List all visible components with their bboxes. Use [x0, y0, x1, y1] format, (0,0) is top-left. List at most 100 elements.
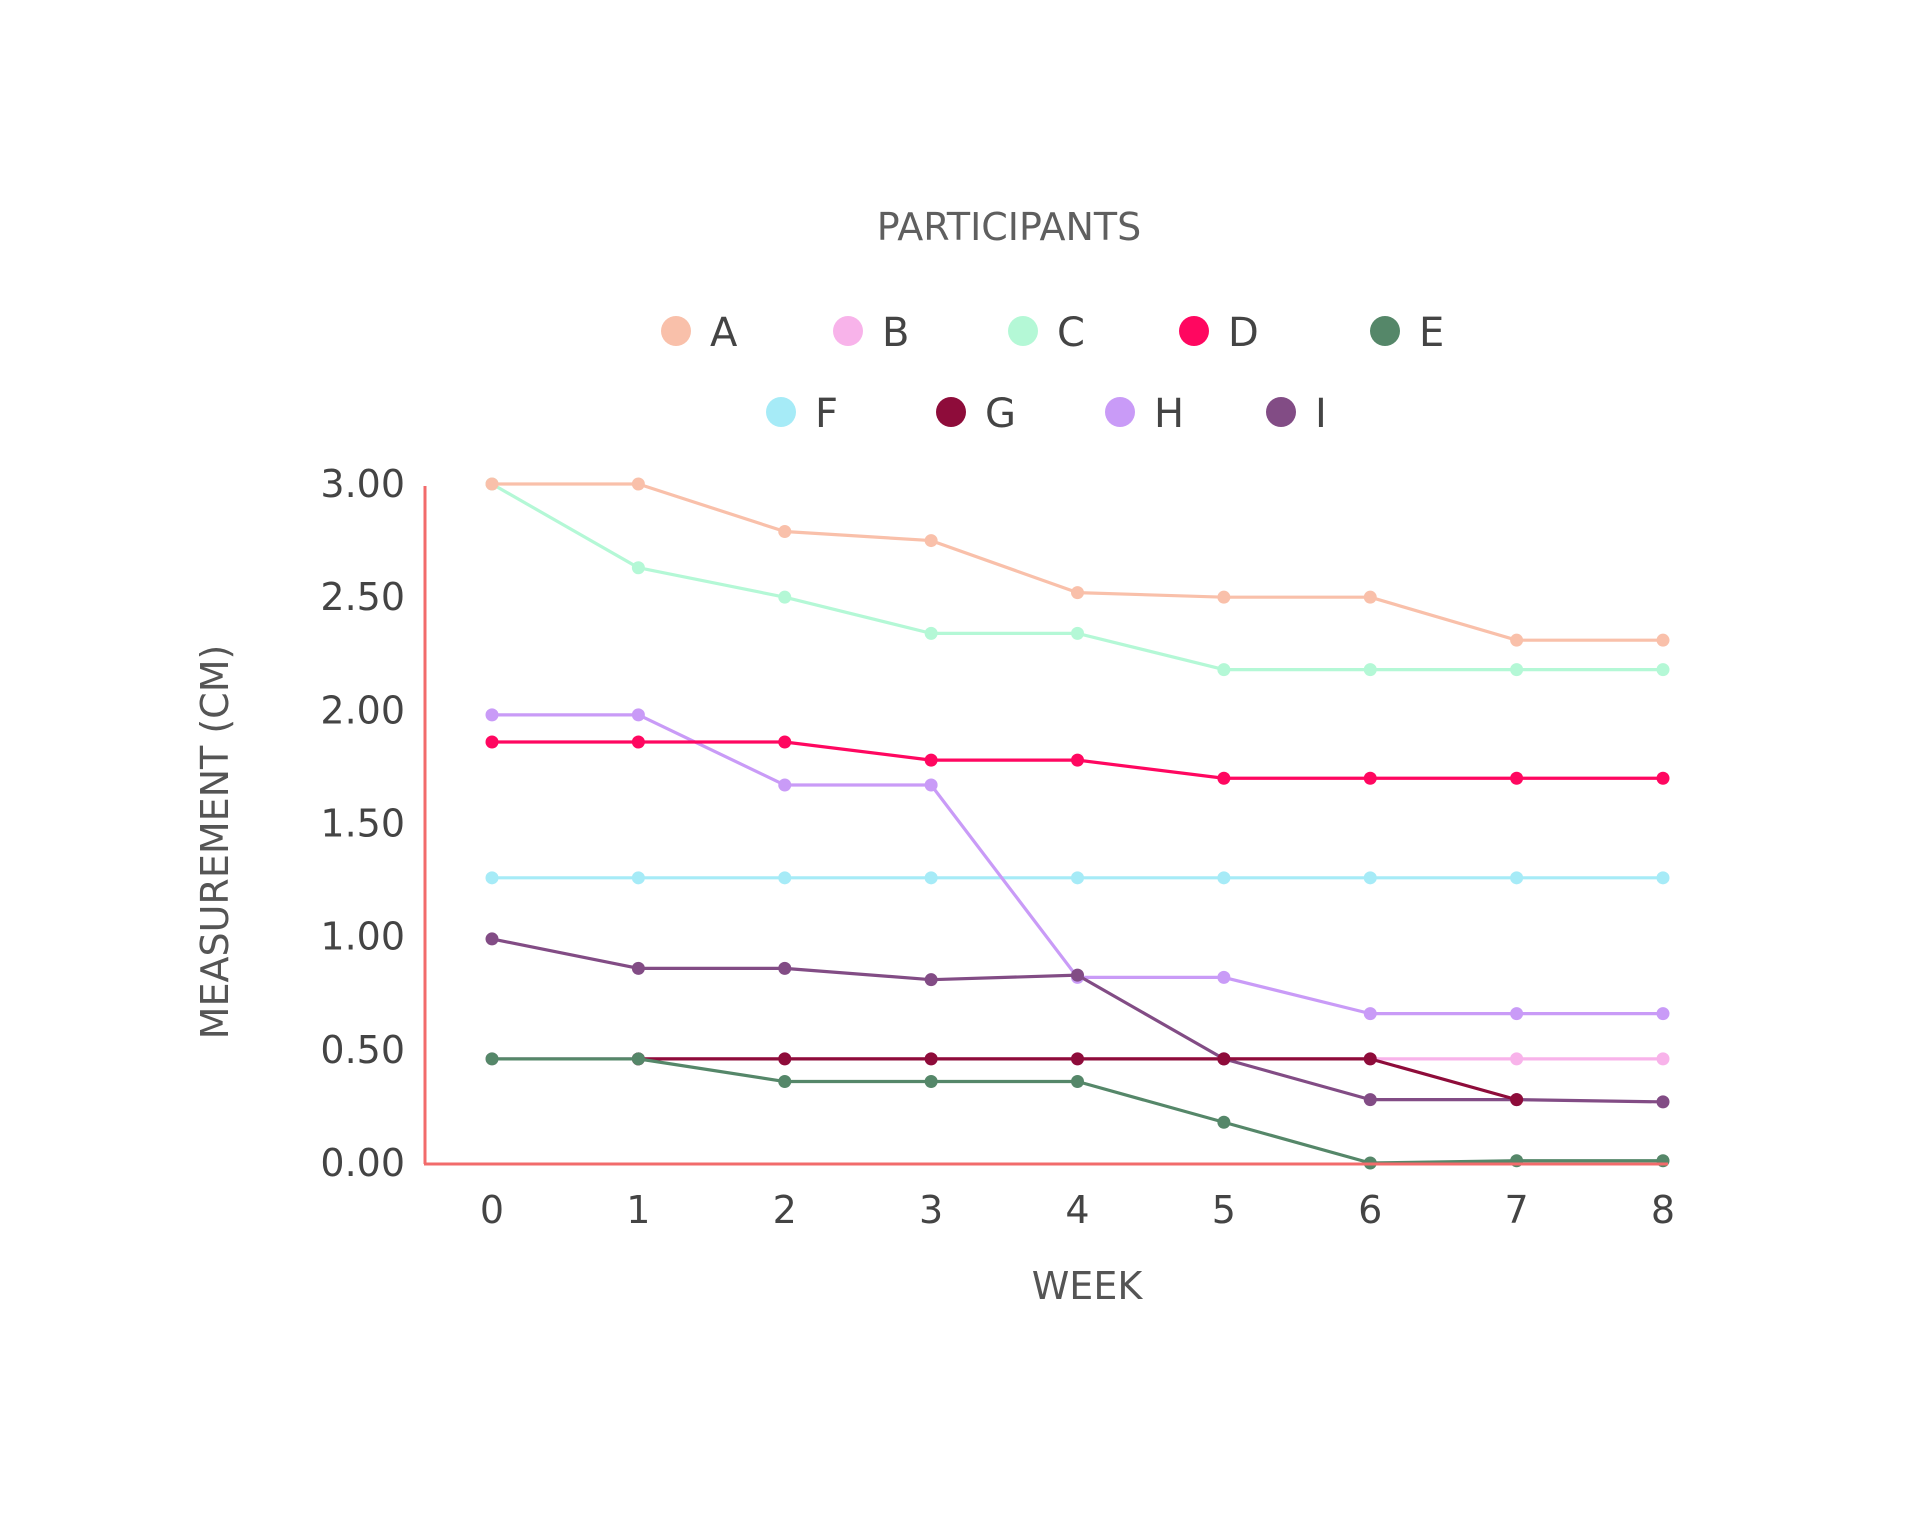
- data-point[interactable]: [485, 477, 499, 491]
- data-point[interactable]: [778, 778, 792, 792]
- series-e: [485, 1052, 1670, 1170]
- legend-item-h[interactable]: H: [1105, 391, 1184, 437]
- legend-label: A: [710, 310, 738, 356]
- legend-marker-icon: [1370, 316, 1400, 346]
- data-point[interactable]: [1071, 753, 1084, 767]
- data-point[interactable]: [924, 534, 938, 548]
- data-point[interactable]: [1363, 1052, 1377, 1066]
- data-point[interactable]: [1363, 663, 1377, 677]
- x-tick-label: 5: [1212, 1188, 1236, 1232]
- series-a: [485, 477, 1670, 647]
- legend-item-b[interactable]: B: [833, 310, 909, 356]
- data-point[interactable]: [1363, 771, 1377, 785]
- data-point[interactable]: [631, 1052, 645, 1066]
- x-tick-label: 1: [626, 1188, 650, 1232]
- data-point[interactable]: [1510, 1007, 1524, 1021]
- y-tick-label: 2.00: [320, 688, 405, 732]
- legend-label: B: [882, 310, 909, 356]
- data-point[interactable]: [1363, 1093, 1377, 1107]
- data-point[interactable]: [631, 735, 645, 749]
- data-point[interactable]: [1510, 1052, 1524, 1066]
- data-point[interactable]: [1656, 1007, 1670, 1021]
- data-point[interactable]: [924, 778, 938, 792]
- legend-label: F: [815, 391, 838, 437]
- y-tick-label: 1.00: [320, 915, 405, 959]
- data-point[interactable]: [631, 961, 645, 975]
- data-point[interactable]: [778, 1052, 792, 1066]
- data-point[interactable]: [1510, 871, 1524, 885]
- data-point[interactable]: [924, 1075, 938, 1089]
- data-point[interactable]: [1217, 1115, 1231, 1129]
- series-f: [485, 871, 1670, 885]
- data-point[interactable]: [1071, 1052, 1084, 1066]
- data-point[interactable]: [924, 626, 938, 640]
- data-point[interactable]: [1071, 626, 1084, 640]
- data-point[interactable]: [631, 561, 645, 575]
- series-i: [485, 932, 1670, 1109]
- legend-label: G: [985, 391, 1016, 437]
- data-point[interactable]: [631, 477, 645, 491]
- data-point[interactable]: [485, 871, 499, 885]
- data-point[interactable]: [924, 753, 938, 767]
- data-point[interactable]: [1217, 1052, 1231, 1066]
- data-point[interactable]: [778, 961, 792, 975]
- data-point[interactable]: [485, 932, 499, 946]
- data-point[interactable]: [1510, 633, 1524, 647]
- data-point[interactable]: [1217, 663, 1231, 677]
- data-point[interactable]: [1656, 771, 1670, 785]
- data-point[interactable]: [1363, 590, 1377, 604]
- data-point[interactable]: [485, 735, 499, 749]
- data-point[interactable]: [1363, 871, 1377, 885]
- legend-item-a[interactable]: A: [661, 310, 738, 356]
- data-point[interactable]: [778, 871, 792, 885]
- series-c: [485, 477, 1670, 677]
- data-point[interactable]: [1656, 663, 1670, 677]
- legend-label: H: [1154, 391, 1184, 437]
- x-tick-label: 4: [1065, 1188, 1089, 1232]
- data-point[interactable]: [1217, 970, 1231, 984]
- data-point[interactable]: [485, 708, 499, 722]
- x-axis-label: WEEK: [1032, 1264, 1144, 1308]
- data-point[interactable]: [1071, 586, 1084, 600]
- data-point[interactable]: [1217, 871, 1231, 885]
- series-line-c: [491, 482, 1663, 672]
- x-tick-label: 8: [1651, 1188, 1675, 1232]
- legend-item-d[interactable]: D: [1179, 310, 1259, 356]
- data-point[interactable]: [1217, 590, 1231, 604]
- data-point[interactable]: [1656, 871, 1670, 885]
- data-point[interactable]: [924, 973, 938, 987]
- data-point[interactable]: [1656, 1095, 1670, 1109]
- data-point[interactable]: [778, 735, 792, 749]
- legend-label: D: [1228, 310, 1259, 356]
- data-point[interactable]: [924, 871, 938, 885]
- data-point[interactable]: [778, 525, 792, 539]
- legend-marker-icon: [766, 397, 796, 427]
- legend-marker-icon: [1105, 397, 1135, 427]
- data-point[interactable]: [1071, 871, 1084, 885]
- data-point[interactable]: [631, 871, 645, 885]
- data-point[interactable]: [778, 1075, 792, 1089]
- data-point[interactable]: [1071, 1075, 1084, 1089]
- legend-item-f[interactable]: F: [766, 391, 838, 437]
- y-tick-label: 3.00: [320, 462, 405, 506]
- series-line-e: [492, 1057, 1663, 1165]
- legend-item-c[interactable]: C: [1008, 310, 1085, 356]
- series-layer: [485, 477, 1670, 1170]
- data-point[interactable]: [1510, 1093, 1524, 1107]
- data-point[interactable]: [1510, 771, 1524, 785]
- data-point[interactable]: [1363, 1007, 1377, 1021]
- x-tick-label: 6: [1358, 1188, 1382, 1232]
- data-point[interactable]: [485, 1052, 499, 1066]
- data-point[interactable]: [778, 590, 792, 604]
- data-point[interactable]: [1656, 1052, 1670, 1066]
- data-point[interactable]: [924, 1052, 938, 1066]
- legend-item-i[interactable]: I: [1266, 391, 1327, 437]
- data-point[interactable]: [1656, 633, 1670, 647]
- data-point[interactable]: [1510, 663, 1524, 677]
- legend-item-e[interactable]: E: [1370, 310, 1444, 356]
- data-point[interactable]: [631, 708, 645, 722]
- data-point[interactable]: [1217, 771, 1231, 785]
- legend-marker-icon: [936, 397, 966, 427]
- legend-item-g[interactable]: G: [936, 391, 1016, 437]
- data-point[interactable]: [1071, 968, 1084, 982]
